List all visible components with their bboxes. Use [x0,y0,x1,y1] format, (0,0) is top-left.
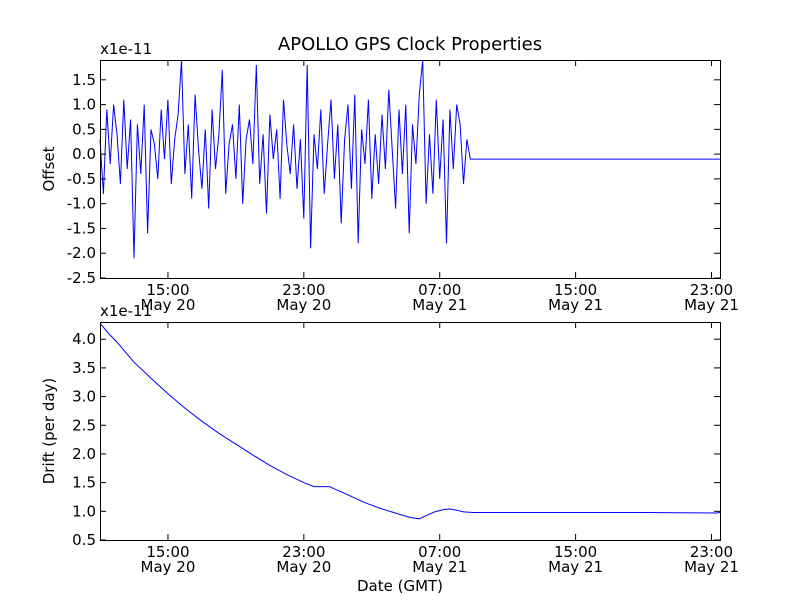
offset-xtick-time-label: 23:00 [690,281,733,299]
drift-series-line [99,322,721,520]
drift-xtick-date-label: May 21 [412,558,467,576]
offset-ytick-label: 0.0 [72,145,96,163]
offset-tick-layer: -2.5-2.0-1.5-1.0-0.50.00.51.01.515:00May… [67,60,739,314]
drift-ytick-label: 1.5 [72,474,96,492]
offset-xtick-date-label: May 20 [276,296,331,314]
drift-ylabel: Drift (per day) [40,378,58,485]
offset-plot: -2.5-2.0-1.5-1.0-0.50.00.51.01.515:00May… [40,40,739,314]
drift-ytick-label: 0.5 [72,531,96,549]
offset-xtick-date-label: May 21 [412,296,467,314]
drift-series-layer [99,322,721,520]
offset-ytick-label: 0.5 [72,120,96,138]
offset-ytick-label: -2.5 [67,269,96,287]
offset-ytick-label: -1.5 [67,219,96,237]
offset-ytick-label: -0.5 [67,170,96,188]
drift-ytick-label: 2.0 [72,445,96,463]
offset-axes-frame [100,60,721,279]
drift-xtick-date-label: May 21 [548,558,603,576]
drift-xtick-date-label: May 20 [276,558,331,576]
drift-xtick-time-label: 15:00 [554,543,597,561]
drift-xtick-date-label: May 20 [141,558,196,576]
drift-ytick-label: 3.5 [72,359,96,377]
offset-xtick-date-label: May 20 [141,296,196,314]
offset-xtick-date-label: May 21 [548,296,603,314]
drift-xtick-time-label: 23:00 [690,543,733,561]
drift-xlabel: Date (GMT) [357,577,443,595]
offset-multiplier-label: x1e-11 [100,40,152,58]
offset-xtick-time-label: 15:00 [554,281,597,299]
offset-series-line [99,59,720,259]
offset-xtick-time-label: 23:00 [282,281,325,299]
offset-xtick-time-label: 07:00 [418,281,461,299]
drift-ytick-label: 1.0 [72,502,96,520]
drift-xtick-time-label: 15:00 [146,543,189,561]
drift-multiplier-label: x1e-11 [100,302,152,320]
offset-ytick-label: -2.0 [67,244,96,262]
offset-ytick-label: -1.0 [67,195,96,213]
drift-ytick-label: 4.0 [72,330,96,348]
offset-xtick-time-label: 15:00 [146,281,189,299]
offset-ytick-label: 1.5 [72,71,96,89]
offset-series-layer [99,59,720,259]
offset-xtick-date-label: May 21 [684,296,739,314]
drift-ytick-label: 3.0 [72,388,96,406]
drift-xtick-time-label: 23:00 [282,543,325,561]
drift-xtick-time-label: 07:00 [418,543,461,561]
drift-axes-frame [100,322,721,541]
offset-ytick-label: 1.0 [72,96,96,114]
figure-title: APOLLO GPS Clock Properties [278,34,542,55]
drift-ytick-label: 2.5 [72,416,96,434]
drift-xtick-date-label: May 21 [684,558,739,576]
offset-ylabel: Offset [40,146,58,191]
